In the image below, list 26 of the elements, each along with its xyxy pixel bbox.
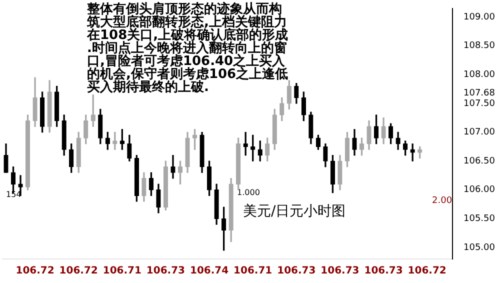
annotation: 整体有倒头肩顶形态的迹象从而构筑大型底部翻转形态,上档关键阻力在108关口,上破将确认底部的形成.时间点上今晚将进入翻转向上的窗口,冒险者可考虑106.40之上买入的机会,保守者则考虑106之上逢低买入期待最终的上破. [86,0,288,95]
annotation: 2.00 [432,196,452,206]
x-tick-label: 106.73 [320,266,360,277]
y-tick-label: 107.68 [464,88,496,98]
y-tick-label: 106.00 [464,185,496,196]
y-tick-label: 108.50 [464,41,496,52]
x-tick-label: 106.73 [277,266,316,277]
annotation: 美元/日元小时图 [243,204,346,220]
y-tick-label: 105.50 [464,214,496,224]
x-tick-label: 106.73 [146,266,186,277]
y-tick-label: 106.50 [464,156,496,166]
y-tick-label: 107.50 [464,98,496,109]
x-tick-label: 106.71 [102,266,142,277]
candlestick [410,143,415,162]
x-tick-label: 106.72 [16,266,54,277]
y-tick-label: 108.00 [464,70,496,80]
x-tick-label: 106.72 [408,266,446,277]
y-tick-label: 107.00 [464,128,496,138]
x-tick-label: 106.72 [59,266,98,277]
x-tick-label: 106.73 [364,266,403,277]
y-tick-label: 109.00 [464,12,496,22]
candlestick [18,175,23,196]
annotation: 1.000 [237,188,260,198]
y-tick-label: 105.00 [464,242,496,253]
x-tick-label: 106.74 [190,266,229,277]
x-tick-label: 106.71 [234,266,272,277]
